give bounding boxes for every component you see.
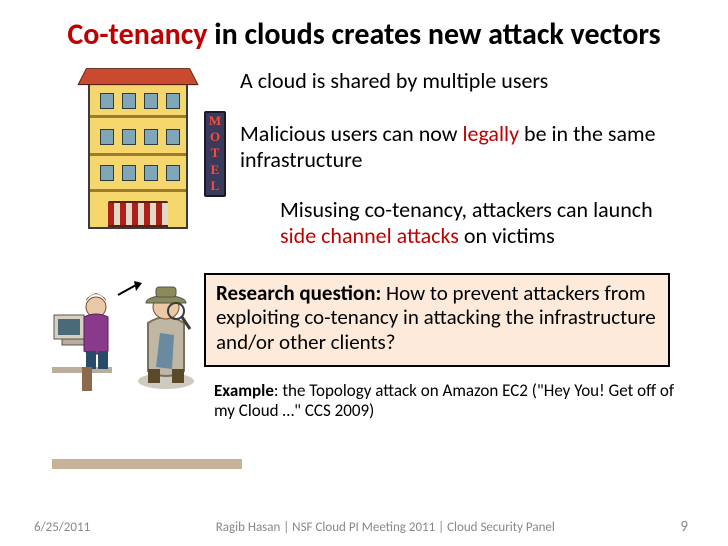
footer-date: 6/25/2011 [34, 520, 90, 535]
motel-sign: M O T E L [204, 111, 226, 197]
bullet-1: A cloud is shared by multiple users [240, 67, 670, 94]
example-text: Example: the Topology attack on Amazon E… [214, 381, 684, 422]
bullet-3-emphasis: side channel attacks [280, 222, 459, 249]
title-rest: in clouds creates new attack vectors [207, 16, 660, 53]
example-label: Example [214, 380, 274, 401]
slide-footer: 6/25/2011 Ragib Hasan | NSF Cloud PI Mee… [0, 518, 728, 536]
research-question-box: Research question: How to prevent attack… [204, 273, 670, 367]
spy-icon [138, 287, 194, 389]
slide-body: M O T E L A cloud is shared by multiple … [0, 61, 728, 461]
title-emphasis: Co-tenancy [67, 16, 207, 53]
building [88, 79, 188, 229]
bullet-2: Malicious users can now legally be in th… [240, 121, 670, 174]
bullet-2-emphasis: legally [462, 120, 519, 147]
people-clipart [52, 271, 212, 391]
bullet-3: Misusing co-tenancy, attackers can launc… [280, 197, 680, 250]
rq-label: Research question: [216, 280, 381, 306]
awning [108, 201, 168, 227]
arrow-icon [118, 281, 142, 295]
roof [77, 68, 198, 85]
motel-clipart: M O T E L [80, 61, 220, 231]
example-body: : the Topology attack on Amazon EC2 ("He… [214, 380, 674, 421]
page-number: 9 [680, 518, 688, 536]
slide-title: Co-tenancy in clouds creates new attack … [0, 0, 728, 61]
user-icon [52, 293, 112, 391]
sidewalk [52, 459, 242, 469]
footer-center: Ragib Hasan | NSF Cloud PI Meeting 2011 … [216, 520, 555, 535]
